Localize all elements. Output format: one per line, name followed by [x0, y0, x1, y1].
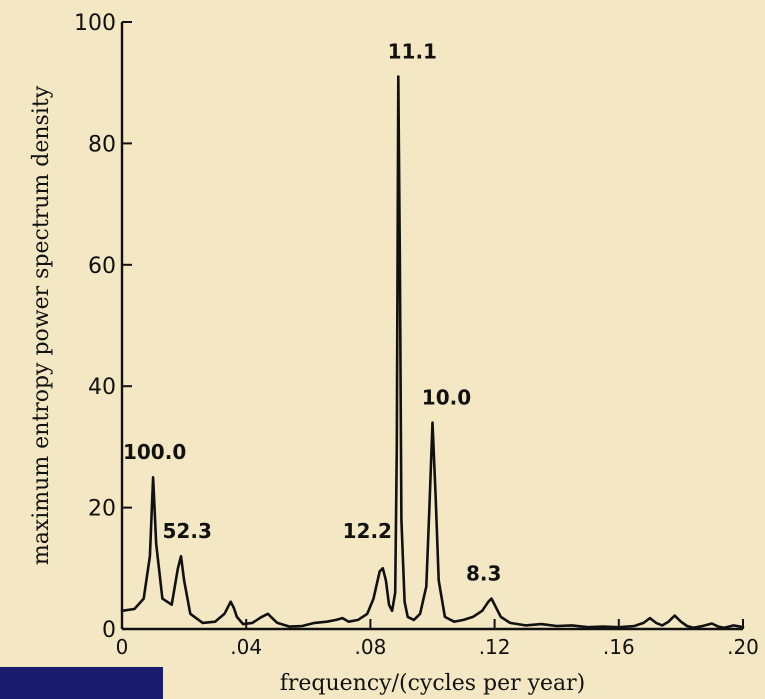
y-tick-label: 0	[102, 618, 116, 643]
peak-label: 11.1	[388, 39, 437, 63]
x-tick-label: 0	[116, 635, 129, 659]
peak-label: 12.2	[343, 519, 392, 543]
peak-label: 100.0	[123, 440, 186, 464]
corner-blue-panel	[0, 667, 163, 699]
peak-label: 8.3	[466, 561, 501, 585]
peak-label: 10.0	[422, 385, 471, 409]
x-tick-label: .12	[479, 635, 511, 659]
x-tick-label: .16	[603, 635, 635, 659]
y-tick-label: 60	[88, 254, 116, 279]
y-tick-label: 20	[88, 497, 116, 522]
y-axis-ticks: 0 20 40 60 80 100	[74, 11, 132, 643]
peak-annotations: 100.0 52.3 12.2 11.1 10.0 8.3	[123, 39, 501, 585]
y-axis-title: maximum entropy power spectrum density	[29, 85, 54, 565]
x-axis-title: frequency/(cycles per year)	[280, 671, 586, 696]
x-tick-label: .08	[354, 635, 386, 659]
x-tick-label: .04	[230, 635, 262, 659]
spectrum-series-line	[120, 75, 745, 630]
peak-label: 52.3	[163, 519, 212, 543]
chart-axes	[120, 22, 743, 631]
x-tick-label: .20	[727, 635, 759, 659]
y-tick-label: 40	[88, 375, 116, 400]
y-tick-label: 80	[88, 132, 116, 157]
y-tick-label: 100	[74, 11, 116, 36]
